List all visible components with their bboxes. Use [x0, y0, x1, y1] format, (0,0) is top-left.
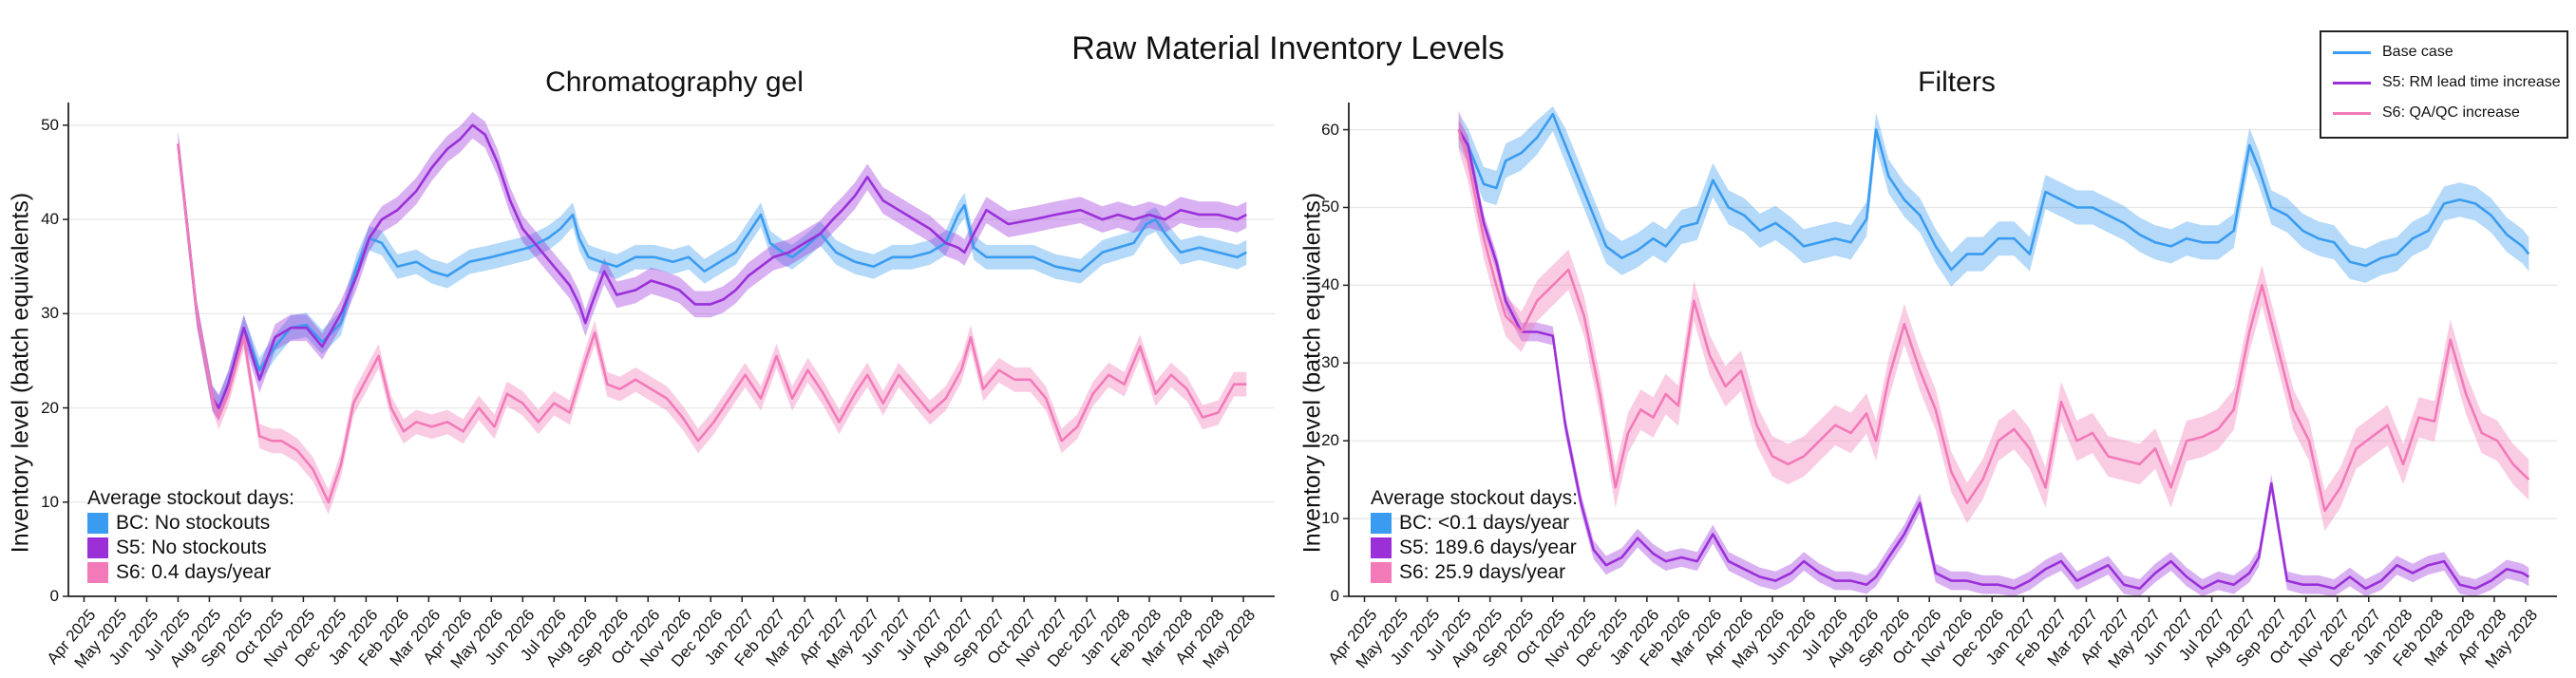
panel-title-chromatography-gel: Chromatography gel [545, 66, 804, 98]
stockout-row-s6: S6: 0.4 days/year [87, 560, 294, 585]
confidence-band-s6 [1458, 109, 2529, 532]
stockout-row-s5: S5: 189.6 days/year [1371, 536, 1578, 560]
legend-label: S5: RM lead time increase [2382, 74, 2561, 90]
confidence-band-base-case [1458, 106, 2529, 287]
legend-label: Base case [2382, 44, 2453, 60]
y-tick-label: 40 [1321, 275, 1339, 294]
stockout-row-s5: S5: No stockouts [87, 536, 294, 560]
swatch-base-case [87, 513, 108, 534]
figure-title: Raw Material Inventory Levels [1071, 30, 1505, 66]
y-tick-label: 50 [41, 115, 59, 134]
stockout-box-left: Average stockout days: BC: No stockouts … [87, 486, 294, 585]
y-axis-label-left: Inventory level (batch equivalents) [7, 192, 34, 554]
stockout-text: BC: No stockouts [116, 512, 271, 534]
y-tick-label: 20 [41, 398, 59, 417]
swatch-s6 [87, 562, 108, 583]
y-tick-label: 0 [1330, 587, 1339, 605]
swatch-s5 [87, 537, 108, 558]
panel-title-filters: Filters [1918, 66, 1996, 98]
confidence-band-base-case [178, 131, 1247, 421]
y-tick-label: 30 [1321, 353, 1339, 372]
legend-item-s6: S6: QA/QC increase [2321, 104, 2520, 122]
series-line-s6 [177, 143, 1247, 504]
legend-item-base-case: Base case [2321, 44, 2453, 61]
stockout-box-right: Average stockout days: BC: <0.1 days/yea… [1371, 486, 1578, 585]
series-line-s5 [177, 123, 1247, 409]
confidence-band-s6 [178, 131, 1247, 515]
stockout-row-s6: S6: 25.9 days/year [1371, 560, 1578, 585]
legend: Base case S5: RM lead time increase S6: … [2320, 30, 2568, 139]
y-tick-label: 30 [41, 304, 59, 323]
stockout-text: S5: 189.6 days/year [1399, 537, 1577, 558]
legend-line-s6 [2333, 111, 2371, 115]
stockout-title: Average stockout days: [87, 487, 294, 509]
y-tick-label: 10 [1321, 509, 1339, 528]
plot-area-chromatography-gel [63, 103, 1275, 602]
y-tick-label: 60 [1321, 120, 1339, 139]
stockout-text: S6: 25.9 days/year [1399, 561, 1566, 583]
stockout-row-bc: BC: No stockouts [87, 511, 294, 536]
legend-line-base-case [2333, 50, 2371, 54]
y-tick-label: 20 [1321, 431, 1339, 450]
stockout-text: S6: 0.4 days/year [116, 561, 272, 583]
stockout-title: Average stockout days: [1371, 487, 1578, 509]
series-line-base-case [1457, 112, 2530, 272]
stockout-row-bc: BC: <0.1 days/year [1371, 511, 1578, 536]
series-line-s6 [1457, 129, 2530, 513]
y-tick-label: 40 [41, 210, 59, 229]
swatch-base-case [1371, 513, 1392, 534]
y-tick-label: 50 [1321, 198, 1339, 217]
legend-item-s5: S5: RM lead time increase [2321, 74, 2561, 91]
plot-area-filters [1343, 103, 2557, 602]
series-line-s5 [1457, 128, 2529, 591]
legend-line-s5 [2333, 81, 2371, 85]
confidence-band-s5 [1458, 120, 2529, 596]
series-line-base-case [177, 143, 1247, 409]
y-tick-label: 10 [41, 492, 59, 511]
swatch-s5 [1371, 537, 1392, 558]
y-tick-label: 0 [49, 587, 59, 605]
stockout-text: S5: No stockouts [116, 537, 267, 558]
swatch-s6 [1371, 562, 1392, 583]
legend-label: S6: QA/QC increase [2382, 104, 2520, 121]
stockout-text: BC: <0.1 days/year [1399, 512, 1570, 534]
